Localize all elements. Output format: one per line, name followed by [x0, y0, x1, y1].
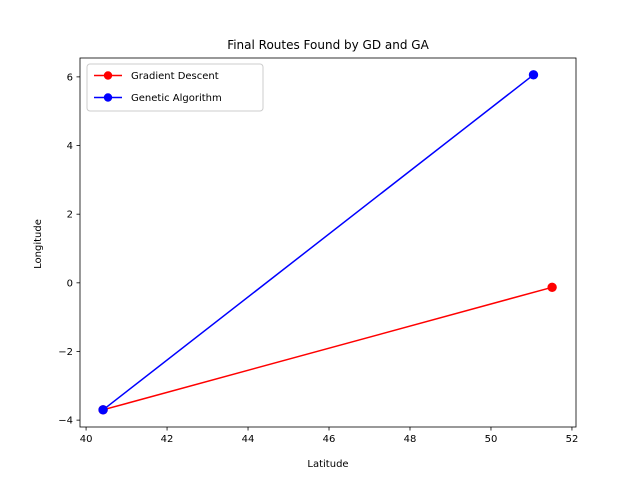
legend-label-1: Genetic Algorithm [131, 93, 222, 104]
y-tick-label: 4 [67, 141, 73, 152]
y-tick-label: 0 [67, 278, 73, 289]
legend-box [86, 63, 264, 112]
series-1-point-1 [528, 70, 539, 80]
y-tick-label: −4 [58, 416, 73, 427]
series-1-point-0 [98, 405, 108, 415]
x-tick-label: 46 [323, 434, 336, 445]
y-tick-label: 6 [67, 72, 73, 83]
legend-marker-0 [103, 71, 113, 80]
x-axis-label: Latitude [307, 459, 348, 470]
y-tick-label: 2 [67, 210, 73, 221]
x-tick-label: 44 [242, 434, 255, 445]
axes-frame [79, 57, 577, 428]
series-line-1 [102, 74, 534, 411]
x-tick-label: 50 [485, 434, 498, 445]
y-tick-label: −2 [58, 347, 73, 358]
legend: Gradient Descent Genetic Algorithm [86, 63, 264, 112]
x-tick-label: 40 [80, 434, 93, 445]
series-0-point-1 [547, 282, 557, 292]
legend-label-0: Gradient Descent [131, 71, 219, 82]
x-tick-label: 48 [404, 434, 417, 445]
chart-title: Final Routes Found by GD and GA [227, 38, 429, 52]
legend-marker-1 [103, 93, 113, 102]
y-axis-label: Longitude [33, 219, 44, 269]
plot-area [98, 70, 557, 415]
x-tick-label: 52 [566, 434, 579, 445]
x-tick-label: 42 [161, 434, 174, 445]
series-line-0 [102, 286, 553, 411]
